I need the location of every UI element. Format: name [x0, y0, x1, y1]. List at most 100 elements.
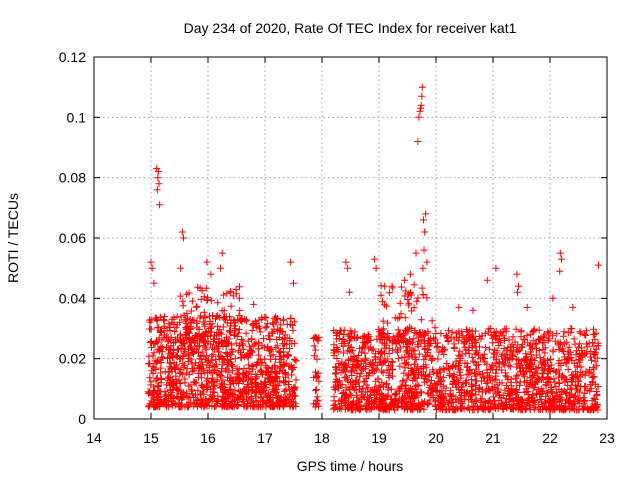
data-point — [509, 333, 517, 341]
data-point — [457, 374, 465, 382]
data-point — [194, 361, 202, 369]
data-point — [167, 342, 175, 350]
data-point — [248, 321, 256, 329]
data-point — [552, 368, 560, 376]
data-point — [355, 352, 363, 359]
data-point — [424, 327, 432, 335]
data-point — [465, 344, 473, 351]
x-tick-label: 16 — [200, 430, 216, 446]
data-point — [224, 357, 232, 364]
data-point — [195, 325, 203, 333]
data-point — [396, 344, 404, 352]
x-tick-label: 22 — [542, 430, 558, 446]
data-point — [291, 356, 299, 363]
data-point — [229, 362, 237, 370]
data-point — [414, 138, 422, 145]
data-point — [520, 378, 528, 386]
data-point — [270, 320, 277, 328]
data-point — [230, 322, 238, 330]
data-point — [242, 351, 250, 359]
data-point — [556, 391, 564, 399]
data-point — [312, 387, 319, 395]
data-point — [227, 319, 235, 327]
data-point — [374, 375, 382, 383]
data-point — [229, 398, 236, 406]
data-point — [378, 379, 386, 387]
data-point — [469, 357, 477, 365]
data-point — [282, 386, 290, 394]
data-point — [416, 107, 424, 115]
data-point — [501, 369, 509, 377]
data-point — [564, 396, 572, 404]
data-point — [173, 385, 181, 393]
data-point — [463, 337, 471, 345]
data-point — [350, 363, 358, 371]
data-point — [371, 383, 379, 391]
data-point — [478, 332, 486, 340]
data-point — [581, 330, 589, 338]
data-point — [433, 370, 441, 377]
data-point — [503, 373, 511, 381]
data-point — [491, 397, 498, 405]
data-point — [148, 391, 156, 399]
data-point — [170, 395, 177, 403]
data-point — [398, 283, 406, 291]
data-point — [267, 355, 274, 363]
data-point — [177, 313, 185, 321]
data-point — [242, 317, 250, 325]
data-point — [570, 335, 578, 343]
data-point — [377, 358, 385, 366]
data-point — [172, 324, 180, 332]
data-point — [365, 345, 373, 353]
data-point — [378, 350, 386, 357]
data-point — [582, 332, 590, 339]
data-point — [361, 404, 369, 412]
data-point — [289, 326, 297, 334]
data-point — [393, 403, 401, 411]
data-point — [540, 332, 548, 340]
data-point — [280, 348, 288, 356]
data-point — [352, 334, 360, 342]
data-point — [160, 316, 167, 324]
data-point — [231, 355, 239, 363]
data-point — [247, 346, 254, 354]
data-point — [154, 168, 162, 176]
data-point — [200, 308, 208, 316]
data-point — [414, 392, 422, 400]
data-point — [208, 394, 215, 402]
data-point — [341, 362, 349, 370]
data-point — [287, 314, 295, 322]
data-point — [203, 258, 211, 266]
data-point — [389, 358, 397, 366]
data-point — [363, 381, 371, 389]
data-point — [181, 316, 189, 324]
data-point — [258, 315, 266, 323]
data-point — [282, 395, 290, 403]
data-point — [344, 264, 352, 272]
data-point — [159, 354, 167, 362]
data-point — [593, 362, 601, 370]
data-point — [166, 345, 174, 353]
data-point — [461, 359, 469, 367]
data-point — [407, 405, 415, 413]
data-point — [513, 270, 521, 278]
data-point — [365, 332, 373, 340]
data-point — [513, 386, 520, 394]
data-point — [565, 343, 573, 351]
data-point — [156, 329, 164, 336]
data-point — [179, 359, 187, 367]
data-point — [182, 317, 190, 325]
data-point — [347, 401, 354, 409]
data-point — [163, 327, 171, 335]
data-point — [431, 398, 439, 406]
data-point — [279, 317, 287, 325]
data-point — [335, 377, 343, 385]
data-point — [395, 385, 403, 393]
data-point — [425, 384, 433, 392]
data-point — [418, 284, 426, 292]
data-point — [489, 361, 497, 369]
data-point — [548, 400, 556, 408]
data-point — [490, 403, 498, 411]
x-tick-label: 17 — [257, 430, 273, 446]
data-point — [170, 381, 178, 389]
